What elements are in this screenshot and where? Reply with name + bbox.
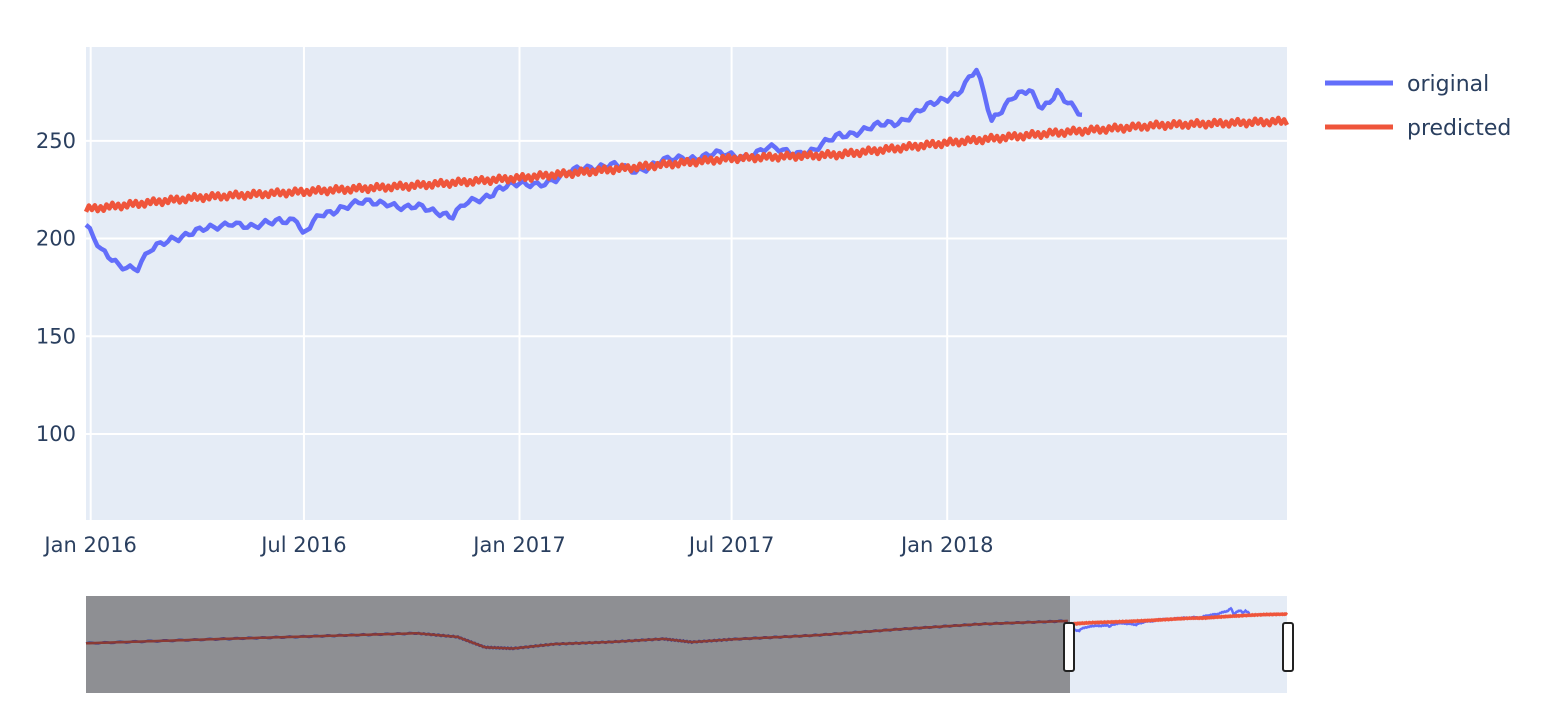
y-tick-label: 150 [36,324,76,348]
x-tick-label: Jan 2018 [899,533,994,557]
range-slider-handle-right[interactable] [1282,622,1294,672]
y-tick-label: 200 [36,227,76,251]
range-slider[interactable] [85,596,1294,693]
legend-item-predicted[interactable]: predicted [1325,116,1511,141]
x-gridlines [89,47,949,520]
legend-item-original[interactable]: original [1325,72,1489,97]
legend-label-predicted: predicted [1407,116,1511,141]
legend[interactable]: original predicted [1325,72,1511,141]
range-slider-line-predicted [1068,611,1289,627]
y-axis-tick-labels: 100 150 200 250 [36,129,76,446]
y-tick-label: 250 [36,129,76,153]
x-tick-label: Jan 2017 [471,533,566,557]
range-slider-series-masked [85,619,1069,651]
series-line-predicted [83,115,1289,214]
x-tick-label: Jul 2016 [259,533,346,557]
y-tick-label: 100 [36,422,76,446]
y-gridlines [86,139,1287,435]
legend-label-original: original [1407,72,1489,97]
x-axis-tick-labels: Jan 2016 Jul 2016 Jan 2017 Jul 2017 Jan 2018 [42,533,993,557]
plot-background [86,47,1287,520]
range-slider-masked-predicted [85,619,1068,650]
range-slider-series [1068,606,1289,633]
x-tick-label: Jan 2016 [42,533,137,557]
series-lines [83,67,1289,274]
x-tick-label: Jul 2017 [687,533,774,557]
range-slider-handle-left[interactable] [1063,622,1075,672]
